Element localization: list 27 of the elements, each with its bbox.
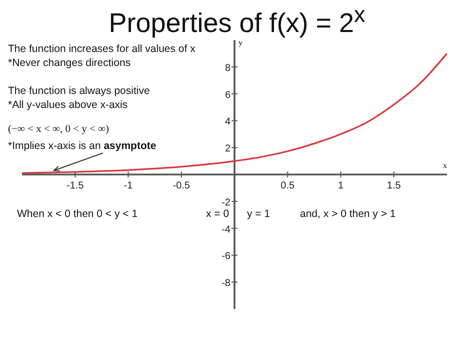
y-tick-label: 8 [224, 62, 231, 74]
x-tick-label: 0.5 [280, 180, 296, 192]
annotation: When x < 0 then 0 < y < 1 [17, 208, 138, 220]
annotation: *All y-values above x-axis [8, 99, 128, 111]
y-tick-label: 6 [224, 90, 231, 101]
x-tick-label: -1 [124, 180, 134, 192]
annotation: The function is always positive [8, 85, 150, 97]
annotation: (−∞ < x < ∞, 0 < y < ∞) [8, 124, 110, 135]
x-tick-label: -0.5 [172, 180, 190, 192]
x-tick-label: 1.5 [386, 180, 402, 192]
y-tick-label: -6 [222, 251, 231, 262]
x-tick-label: 1 [338, 180, 344, 192]
y-tick-label: -2 [222, 197, 231, 208]
annotation: and, x > 0 then y > 1 [300, 208, 396, 220]
annotation: The function increases for all values of x [8, 43, 196, 55]
y-axis-title: y [238, 38, 242, 47]
x-tick-label: -1.5 [66, 180, 84, 192]
annotation: y = 1 [247, 208, 270, 220]
chart-title: Properties of f(x) = 2$^{x}$ [108, 2, 366, 39]
annotation: *Implies x-axis is an asymptote [8, 140, 156, 152]
y-tick-label: 4 [224, 116, 231, 128]
y-tick-label: -4 [222, 224, 231, 236]
annotation: x = 0 [206, 208, 230, 220]
y-tick-label: -8 [222, 278, 231, 290]
x-axis-title: x [443, 160, 447, 170]
annotation: *Never changes directions [8, 57, 131, 69]
y-tick-label: 2 [224, 144, 231, 155]
